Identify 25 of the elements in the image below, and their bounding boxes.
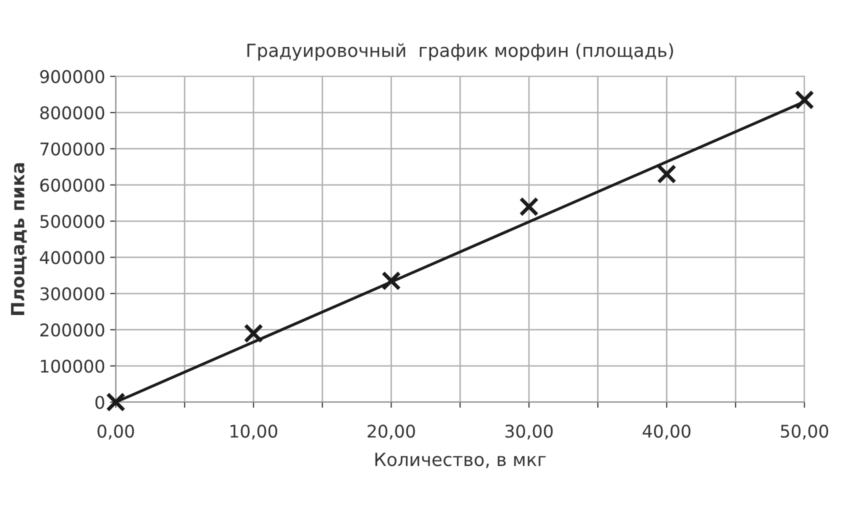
point xyxy=(382,271,401,291)
point xyxy=(106,392,126,412)
y-tick-label: 600000 xyxy=(40,178,104,192)
x-axis-title: Количество, в мкг xyxy=(375,452,546,468)
point xyxy=(656,164,676,184)
x-tick-label: 50,00 xyxy=(780,424,828,440)
point xyxy=(244,324,264,344)
x-tick-label: 0,00 xyxy=(98,424,134,440)
y-tick-label: 200000 xyxy=(40,323,104,337)
y-tick-label: 800000 xyxy=(40,106,104,120)
chart-title: Градуировочный график морфин (площадь) xyxy=(247,43,674,61)
y-axis-title: Площадь пика xyxy=(11,163,27,315)
y-tick-label: 300000 xyxy=(40,287,104,300)
y-tick-label: 400000 xyxy=(40,251,104,264)
x-tick-label: 10,00 xyxy=(230,424,278,440)
y-tick-label: 900000 xyxy=(40,70,104,84)
point xyxy=(794,90,814,110)
x-tick-label: 20,00 xyxy=(368,424,415,440)
y-tick-label: 100000 xyxy=(40,360,104,373)
y-tick-label: 0 xyxy=(95,396,104,409)
x-tick-label: 40,00 xyxy=(642,424,690,440)
point xyxy=(519,196,539,216)
y-tick-label: 700000 xyxy=(40,142,104,156)
x-tick-label: 30,00 xyxy=(505,424,553,440)
y-tick-label: 500000 xyxy=(40,214,104,228)
